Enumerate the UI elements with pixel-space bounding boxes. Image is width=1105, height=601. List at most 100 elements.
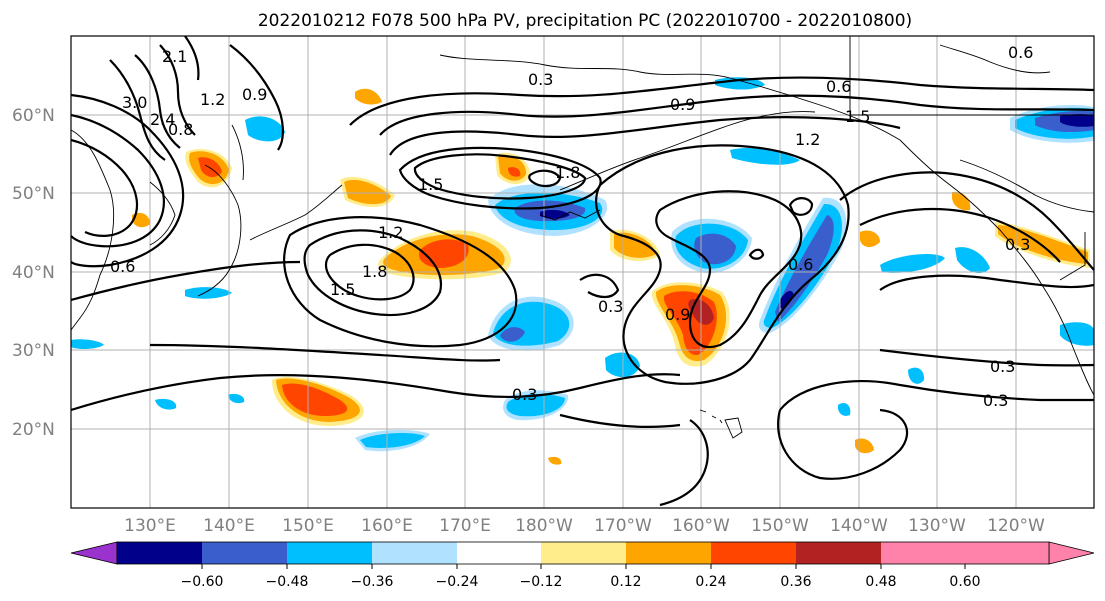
longitude-labels: 130°E 140°E 150°E 160°E 170°E 180°W 170°… — [124, 516, 1045, 536]
colorbar-tick-label: 0.60 — [949, 574, 980, 590]
lon-label: 160°E — [361, 516, 413, 536]
contour-label: 1.5 — [845, 107, 870, 126]
colorbar-segment — [117, 542, 202, 564]
lon-label: 140°E — [203, 516, 255, 536]
contour-label: 0.6 — [110, 257, 135, 276]
contour-label: 1.8 — [555, 163, 580, 182]
shade-neg-024 — [1060, 322, 1094, 346]
shade-pos-036 — [282, 383, 348, 416]
contour-label: 1.2 — [795, 130, 820, 149]
shade-neg-048 — [1060, 114, 1094, 127]
latitude-labels: 60°N 50°N 40°N 30°N 20°N — [12, 106, 55, 440]
colorbar-ticks — [201, 564, 966, 569]
colorbar-segment — [541, 542, 626, 564]
shade-neg-024 — [360, 432, 425, 448]
shade-neg-024 — [506, 393, 565, 417]
contour-label: 0.6 — [1008, 43, 1033, 62]
shade-neg-048 — [780, 290, 794, 309]
colorbar-tick-label: −0.24 — [436, 574, 479, 590]
contour-label: 0.6 — [826, 77, 851, 96]
contour-label: 0.9 — [242, 85, 267, 104]
colorbar-tick-label: 0.12 — [610, 574, 641, 590]
shade-neg-024 — [880, 254, 945, 273]
lon-label: 150°E — [282, 516, 334, 536]
contour-label: 0.9 — [665, 305, 690, 324]
lon-label: 170°E — [439, 516, 491, 536]
contour-label: 2.1 — [162, 47, 187, 66]
lat-label: 50°N — [12, 184, 55, 204]
colorbar-tick-label: 0.48 — [865, 574, 896, 590]
shade-neg-048 — [540, 209, 570, 219]
colorbar-segment — [287, 542, 372, 564]
precip-pc-shading — [71, 77, 1094, 465]
contour-label: 1.2 — [200, 90, 225, 109]
shade-neg-024 — [185, 287, 232, 299]
contour-label: 0.6 — [788, 255, 813, 274]
contour-labels: 0.3 0.6 0.9 1.5 1.2 0.6 3.0 1.2 2.1 0.9 … — [110, 43, 1033, 410]
coastlines — [71, 36, 1094, 439]
contour-label: 0.3 — [598, 297, 623, 316]
shade-neg-024 — [228, 393, 245, 404]
lon-label: 180°W — [515, 516, 573, 536]
shade-neg-024 — [245, 116, 285, 142]
map-panel: 0.3 0.6 0.9 1.5 1.2 0.6 3.0 1.2 2.1 0.9 … — [70, 35, 1095, 509]
shade-pos-024 — [860, 230, 880, 248]
shade-pos-024 — [132, 212, 150, 228]
figure-title: 2022010212 F078 500 hPa PV, precipitatio… — [258, 11, 912, 31]
lat-label: 20°N — [12, 420, 55, 440]
lon-label: 120°W — [987, 516, 1045, 536]
colorbar-segment — [881, 542, 965, 564]
lon-label: 130°E — [124, 516, 176, 536]
lon-label: 130°W — [908, 516, 966, 536]
shade-pos-024 — [344, 179, 391, 205]
shade-neg-024 — [955, 247, 990, 274]
contour-label: 3.0 — [122, 93, 147, 112]
colorbar-segment — [711, 542, 796, 564]
colorbar-outline — [116, 541, 1050, 565]
pv-contours — [71, 36, 1094, 507]
contour-label: 0.8 — [168, 120, 193, 139]
colorbar-segment — [796, 542, 881, 564]
colorbar-tick-label: 0.36 — [780, 574, 811, 590]
shade-pos-036 — [508, 167, 521, 177]
colorbar-segment — [626, 542, 711, 564]
lon-label: 140°W — [830, 516, 888, 536]
shade-neg-024 — [71, 339, 104, 350]
contour-label: 2.4 — [150, 110, 175, 129]
colorbar-over-triangle — [1048, 541, 1095, 565]
shade-pos-024 — [355, 88, 382, 105]
shade-neg-024 — [730, 148, 800, 165]
colorbar-tick-label: 0.24 — [695, 574, 726, 590]
colorbar-segment — [202, 542, 287, 564]
shade-neg-024 — [908, 367, 925, 384]
contour-label: 0.3 — [990, 357, 1015, 376]
shade-neg-036 — [500, 327, 525, 342]
colorbar-segment — [457, 542, 541, 564]
shade-pos-024 — [614, 232, 656, 258]
lon-label: 170°W — [594, 516, 652, 536]
colorbar-segment — [372, 542, 457, 564]
contour-label: 0.3 — [983, 391, 1008, 410]
contour-label: 1.2 — [378, 223, 403, 242]
contour-label: 0.3 — [512, 385, 537, 404]
lat-label: 40°N — [12, 263, 55, 283]
contour-label: 1.5 — [330, 280, 355, 299]
colorbar-segment — [965, 542, 1049, 564]
colorbar-tick-label: −0.48 — [266, 574, 309, 590]
map-frame — [70, 35, 1095, 509]
colorbar-under-triangle — [70, 541, 118, 565]
colorbar-tick-label: −0.12 — [520, 574, 563, 590]
lat-label: 60°N — [12, 106, 55, 126]
colorbar-tick-label: −0.60 — [181, 574, 224, 590]
shade-neg-024 — [155, 398, 177, 410]
lon-label: 160°W — [672, 516, 730, 536]
lon-label: 150°W — [751, 516, 809, 536]
contour-label: 0.3 — [1005, 235, 1030, 254]
shade-pos-024 — [998, 225, 1088, 264]
contour-label: 1.5 — [418, 175, 443, 194]
contour-label: 1.8 — [362, 262, 387, 281]
contour-label: 0.3 — [528, 70, 553, 89]
shade-pos-024 — [952, 191, 971, 211]
contour-label: 0.9 — [670, 95, 695, 114]
